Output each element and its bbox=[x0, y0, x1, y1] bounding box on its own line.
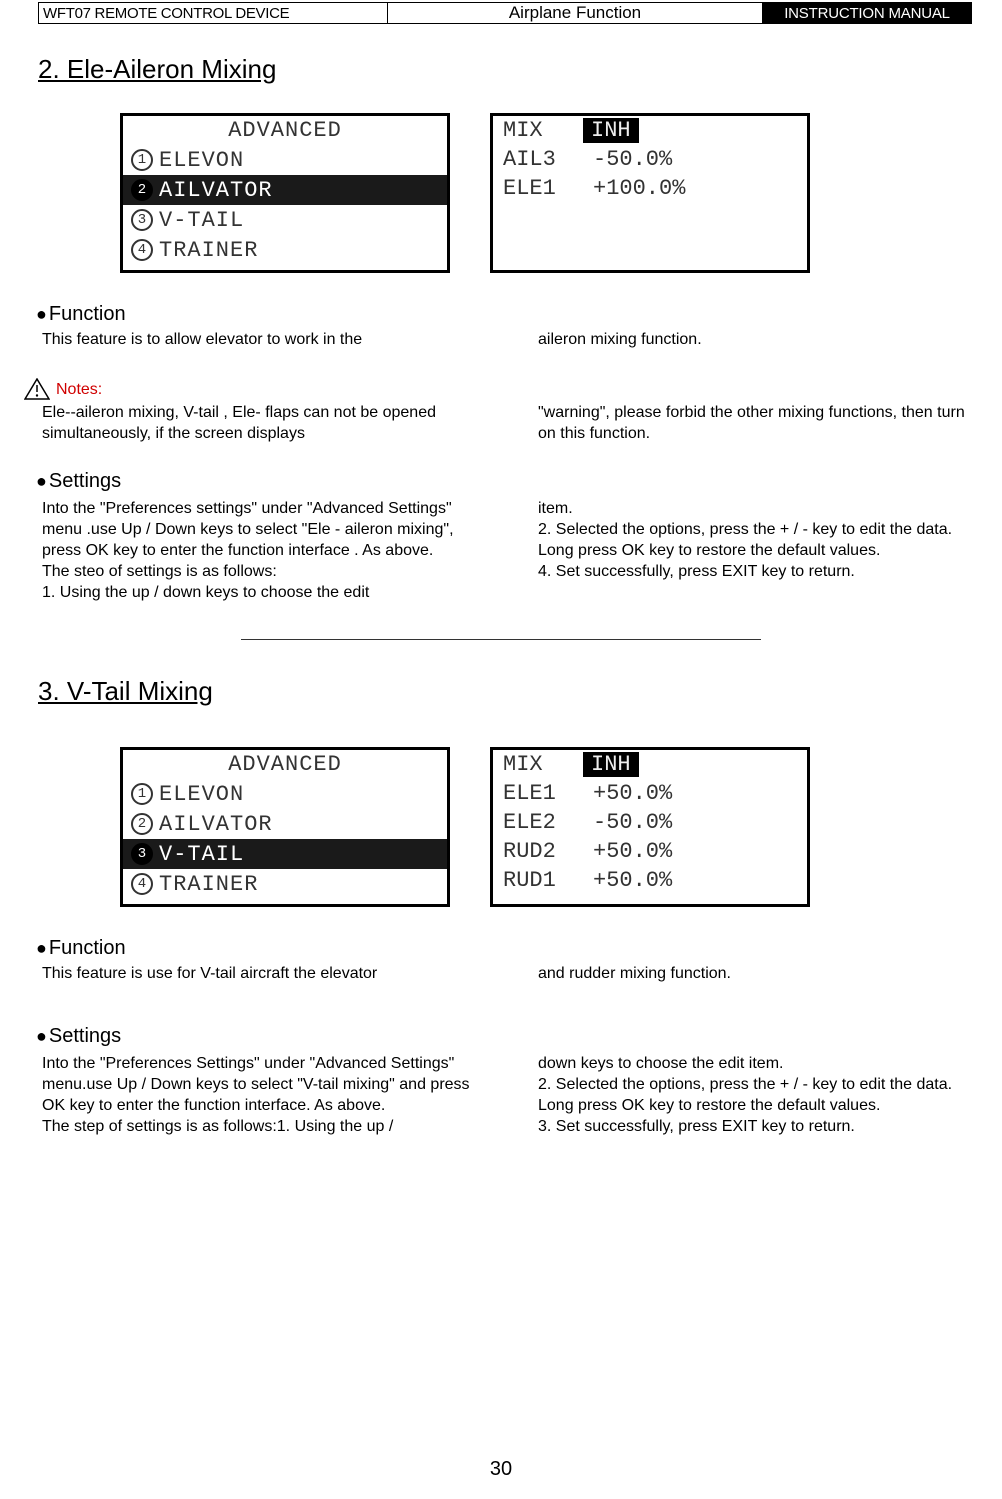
data-row-label: MIX bbox=[503, 118, 583, 143]
section2-data-screen: MIXINHAIL3 -50.0% ELE1 +100.0% bbox=[490, 113, 810, 273]
header-manual-label: INSTRUCTION MANUAL bbox=[762, 3, 972, 23]
function-head-text: Function bbox=[49, 937, 126, 959]
data-row-label: RUD2 bbox=[503, 839, 583, 864]
section3-menu-screen: ADVANCED 1 ELEVON 2 AILVATOR 3 V-TAIL 4 TRAINER bbox=[120, 747, 450, 907]
section2-title: 2. Ele-Aileron Mixing bbox=[38, 54, 1002, 85]
menu-item: 1 ELEVON bbox=[123, 779, 447, 809]
data-row-label: RUD1 bbox=[503, 868, 583, 893]
section3-function-text: This feature is use for V-tail aircraft … bbox=[42, 964, 1002, 985]
header-section-name: Airplane Function bbox=[388, 3, 762, 23]
menu-item-label: V-TAIL bbox=[159, 208, 244, 233]
data-row: ELE2 -50.0% bbox=[493, 808, 807, 837]
section2-menu-screen: ADVANCED 1 ELEVON 2 AILVATOR 3 V-TAIL 4 TRAINER bbox=[120, 113, 450, 273]
section2-notes-text: Ele--aileron mixing, V-tail , Ele- flaps… bbox=[42, 403, 1002, 445]
menu-item-label: TRAINER bbox=[159, 238, 258, 263]
menu-item-number-icon: 4 bbox=[131, 239, 153, 261]
section3-settings-text: Into the "Preferences Settings" under "A… bbox=[42, 1054, 1002, 1137]
menu-item-number-icon: 2 bbox=[131, 813, 153, 835]
function-right: and rudder mixing function. bbox=[538, 964, 978, 985]
menu-item-label: V-TAIL bbox=[159, 842, 244, 867]
menu-item-label: AILVATOR bbox=[159, 812, 273, 837]
data-row-label: ELE2 bbox=[503, 810, 583, 835]
function-head-text: Function bbox=[49, 303, 126, 325]
section3-settings-head: ●Settings bbox=[36, 1025, 1002, 1048]
menu-item: 3 V-TAIL bbox=[123, 839, 447, 869]
section-divider bbox=[241, 639, 761, 640]
notes-head-text: Notes: bbox=[56, 381, 102, 398]
function-right: aileron mixing function. bbox=[538, 330, 978, 351]
section2-function-head: ●Function bbox=[36, 303, 1002, 326]
section2-settings-text: Into the "Preferences settings" under "A… bbox=[42, 499, 1002, 603]
menu-item: 2 AILVATOR bbox=[123, 809, 447, 839]
data-row-label: ELE1 bbox=[503, 176, 583, 201]
page-header: WFT07 REMOTE CONTROL DEVICE Airplane Fun… bbox=[38, 2, 972, 24]
notes-left: Ele--aileron mixing, V-tail , Ele- flaps… bbox=[42, 403, 482, 445]
settings-right: down keys to choose the edit item.2. Sel… bbox=[538, 1054, 978, 1137]
data-row: MIXINH bbox=[493, 116, 807, 145]
function-left: This feature is use for V-tail aircraft … bbox=[42, 964, 482, 985]
settings-left: Into the "Preferences settings" under "A… bbox=[42, 499, 482, 603]
section3-data-screen: MIXINHELE1+50.0%ELE2-50.0%RUD2+50.0%RUD1… bbox=[490, 747, 810, 907]
menu-item: 4 TRAINER bbox=[123, 869, 447, 899]
data-row-value: INH bbox=[583, 752, 639, 777]
data-row: RUD2 +50.0% bbox=[493, 837, 807, 866]
header-device-name: WFT07 REMOTE CONTROL DEVICE bbox=[38, 3, 388, 23]
settings-left: Into the "Preferences Settings" under "A… bbox=[42, 1054, 482, 1137]
section2-screens: ADVANCED 1 ELEVON 2 AILVATOR 3 V-TAIL 4 TRAINER… bbox=[120, 113, 1002, 273]
section3-screens: ADVANCED 1 ELEVON 2 AILVATOR 3 V-TAIL 4 TRAINER… bbox=[120, 747, 1002, 907]
data-row-value: INH bbox=[583, 118, 639, 143]
data-row-label: ELE1 bbox=[503, 781, 583, 806]
data-row-value: +50.0% bbox=[593, 868, 672, 893]
function-left: This feature is to allow elevator to wor… bbox=[42, 330, 482, 351]
manual-page: WFT07 REMOTE CONTROL DEVICE Airplane Fun… bbox=[0, 0, 1002, 1137]
menu-item-number-icon: 4 bbox=[131, 873, 153, 895]
data-row-label: AIL3 bbox=[503, 147, 583, 172]
data-row-value: -50.0% bbox=[593, 810, 672, 835]
settings-head-text: Settings bbox=[49, 1025, 121, 1047]
menu-item-number-icon: 3 bbox=[131, 843, 153, 865]
settings-right: item.2. Selected the options, press the … bbox=[538, 499, 978, 603]
menu-title: ADVANCED bbox=[123, 116, 447, 145]
data-row: RUD1 +50.0% bbox=[493, 866, 807, 895]
menu-item: 4 TRAINER bbox=[123, 235, 447, 265]
data-row: ELE1 +50.0% bbox=[493, 779, 807, 808]
menu-item-number-icon: 3 bbox=[131, 209, 153, 231]
section2-function-text: This feature is to allow elevator to wor… bbox=[42, 330, 1002, 351]
section3-title: 3. V-Tail Mixing bbox=[38, 676, 1002, 707]
menu-item: 1 ELEVON bbox=[123, 145, 447, 175]
section2-settings-head: ●Settings bbox=[36, 470, 1002, 493]
menu-item-label: ELEVON bbox=[159, 148, 244, 173]
menu-item-number-icon: 1 bbox=[131, 149, 153, 171]
menu-item-label: ELEVON bbox=[159, 782, 244, 807]
menu-item-label: AILVATOR bbox=[159, 178, 273, 203]
data-row-value: +100.0% bbox=[593, 176, 685, 201]
page-number: 30 bbox=[0, 1458, 1002, 1481]
menu-item-number-icon: 2 bbox=[131, 179, 153, 201]
warning-icon bbox=[24, 378, 50, 400]
data-row-value: +50.0% bbox=[593, 839, 672, 864]
menu-item-number-icon: 1 bbox=[131, 783, 153, 805]
data-row: ELE1 +100.0% bbox=[493, 174, 807, 203]
data-row-value: -50.0% bbox=[593, 147, 672, 172]
section3-function-head: ●Function bbox=[36, 937, 1002, 960]
data-row: MIXINH bbox=[493, 750, 807, 779]
data-row-value: +50.0% bbox=[593, 781, 672, 806]
notes-right: "warning", please forbid the other mixin… bbox=[538, 403, 978, 445]
menu-item: 2 AILVATOR bbox=[123, 175, 447, 205]
data-row: AIL3 -50.0% bbox=[493, 145, 807, 174]
section2-notes-head: Notes: bbox=[56, 381, 1002, 399]
menu-item: 3 V-TAIL bbox=[123, 205, 447, 235]
menu-title: ADVANCED bbox=[123, 750, 447, 779]
data-row-label: MIX bbox=[503, 752, 583, 777]
settings-head-text: Settings bbox=[49, 470, 121, 492]
menu-item-label: TRAINER bbox=[159, 872, 258, 897]
